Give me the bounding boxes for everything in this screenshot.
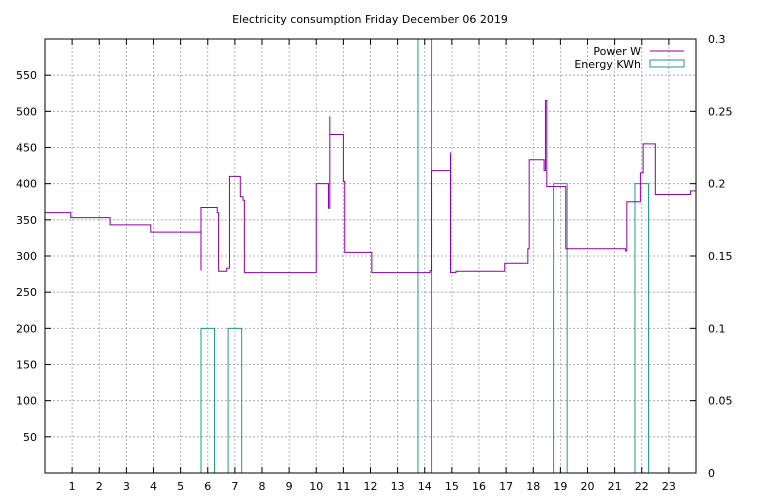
x-tick-label: 16 bbox=[472, 480, 486, 493]
x-tick-label: 3 bbox=[123, 480, 130, 493]
y2-tick-label: 0.05 bbox=[708, 395, 733, 408]
y-tick-label: 300 bbox=[16, 250, 37, 263]
y-tick-label: 400 bbox=[16, 178, 37, 191]
y-tick-label: 450 bbox=[16, 142, 37, 155]
y-tick-label: 200 bbox=[16, 322, 37, 335]
legend-swatch-energy bbox=[649, 59, 685, 68]
energy-bar bbox=[553, 183, 568, 473]
y2-tick-label: 0.3 bbox=[708, 33, 726, 46]
x-tick-label: 7 bbox=[231, 480, 238, 493]
energy-bar bbox=[227, 327, 243, 473]
y-tick-label: 350 bbox=[16, 214, 37, 227]
power-line bbox=[45, 99, 696, 274]
y2-tick-label: 0.1 bbox=[708, 322, 726, 335]
x-tick-label: 14 bbox=[418, 480, 432, 493]
x-tick-label: 1 bbox=[69, 480, 76, 493]
x-tick-label: 13 bbox=[391, 480, 405, 493]
y-tick-label: 50 bbox=[23, 431, 37, 444]
x-tick-label: 8 bbox=[259, 480, 266, 493]
x-tick-label: 22 bbox=[635, 480, 649, 493]
y2-tick-label: 0 bbox=[708, 467, 715, 480]
x-tick-label: 18 bbox=[526, 480, 540, 493]
x-tick-label: 20 bbox=[581, 480, 595, 493]
y2-axis-ticks: 0 0.05 0.1 0.15 0.2 0.25 0.3 bbox=[690, 33, 733, 480]
chart-title: Electricity consumption Friday December … bbox=[232, 13, 508, 26]
x-tick-label: 10 bbox=[309, 480, 323, 493]
x-tick-label: 2 bbox=[96, 480, 103, 493]
y-tick-label: 500 bbox=[16, 105, 37, 118]
grid-lines bbox=[45, 39, 696, 473]
x-tick-label: 12 bbox=[364, 480, 378, 493]
energy-bar bbox=[634, 183, 650, 473]
x-tick-label: 19 bbox=[553, 480, 567, 493]
y-tick-label: 150 bbox=[16, 359, 37, 372]
x-axis-ticks: 1 2 3 4 5 6 7 8 9 10 11 12 13 14 15 16 17 18 19 20 21 22 23 bbox=[69, 39, 676, 493]
x-tick-label: 11 bbox=[336, 480, 350, 493]
legend-label-power: Power W bbox=[593, 45, 641, 58]
x-tick-label: 15 bbox=[445, 480, 459, 493]
y2-tick-label: 0.15 bbox=[708, 250, 733, 263]
x-tick-label: 17 bbox=[499, 480, 513, 493]
legend-label-energy: Energy KWh bbox=[574, 58, 641, 71]
energy-bar bbox=[200, 327, 216, 473]
y2-tick-label: 0.25 bbox=[708, 105, 733, 118]
y-axis-ticks: 50 100 150 200 250 300 350 400 450 500 550 bbox=[16, 69, 51, 444]
y-tick-label: 250 bbox=[16, 286, 37, 299]
x-tick-label: 23 bbox=[662, 480, 676, 493]
y-tick-label: 550 bbox=[16, 69, 37, 82]
x-tick-label: 21 bbox=[608, 480, 622, 493]
x-tick-label: 4 bbox=[150, 480, 157, 493]
x-tick-label: 9 bbox=[286, 480, 293, 493]
legend: Power W Energy KWh bbox=[574, 45, 685, 71]
y2-tick-label: 0.2 bbox=[708, 178, 726, 191]
y-tick-label: 100 bbox=[16, 395, 37, 408]
x-tick-label: 6 bbox=[204, 480, 211, 493]
x-tick-label: 5 bbox=[177, 480, 184, 493]
